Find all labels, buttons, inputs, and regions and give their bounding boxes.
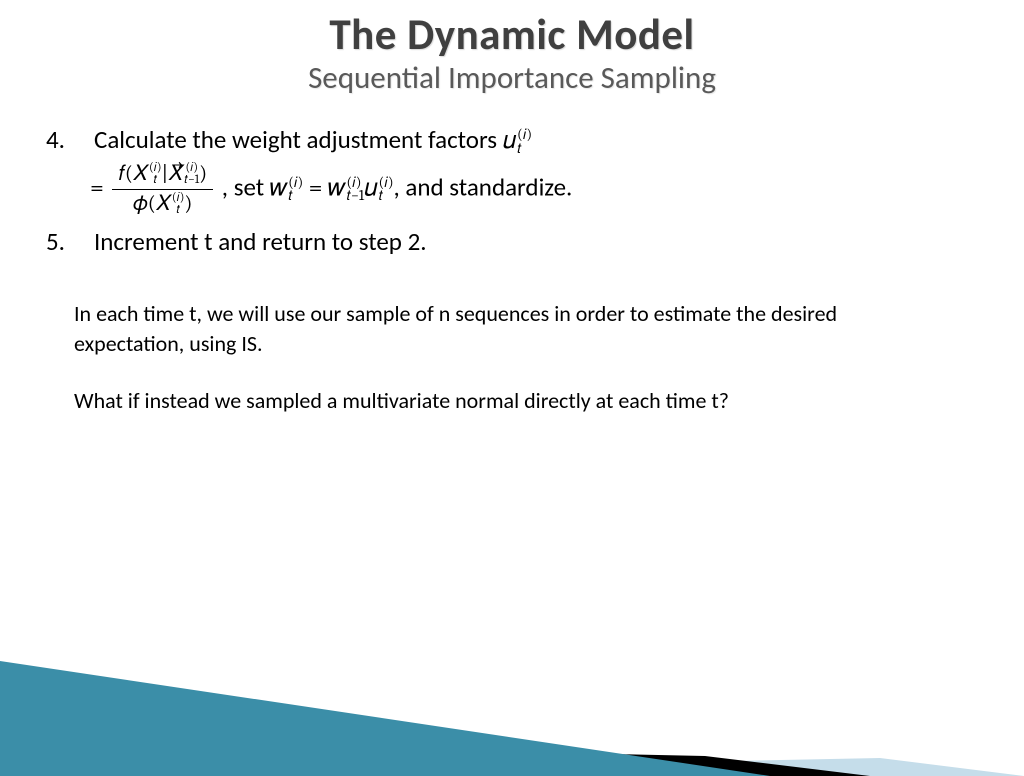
step-4-equation: = 𝑓(𝑋(𝑖)𝑡|𝑋⃗(𝑖)𝑡−1)𝜙(𝑋(𝑖)𝑡) , set 𝑤(𝑖)𝑡 … [46,162,978,217]
decorative-corner [0,576,1024,776]
eq-sign: = [303,173,328,202]
w2-sub: 𝑡−1 [346,189,364,203]
Xvec-sym: 𝑋⃗ [168,162,183,186]
step-5: 5. Increment t and return to step 2. [46,225,978,259]
tail-text: , and standardize. [393,171,572,202]
w-sym-1: 𝑤 [270,173,287,202]
step-4-text: Calculate the weight adjustment factors … [94,123,532,158]
X-sym-den: 𝑋 [156,192,171,216]
w1-sub: 𝑡 [288,189,303,203]
u-var: 𝑢 [503,126,516,155]
content-area: 4. Calculate the weight adjustment facto… [0,97,1024,416]
step-5-text: Increment t and return to step 2. [94,225,427,259]
fraction-num: 𝑓(𝑋(𝑖)𝑡|𝑋⃗(𝑖)𝑡−1) [112,162,213,190]
step-4-number: 4. [46,123,94,157]
deco-black [0,741,870,776]
f-sym: 𝑓 [118,162,125,186]
u-sub: 𝑡 [517,142,532,156]
w-sym-2: 𝑤 [328,173,345,202]
step-4: 4. Calculate the weight adjustment facto… [46,123,978,158]
eq-prefix: = [90,173,109,202]
X-sym-1: 𝑋 [133,162,148,186]
mid-text: , set [216,171,270,202]
slide-subtitle: Sequential Importance Sampling [0,59,1024,97]
phi-sym: 𝜙 [133,192,148,216]
deco-teal [0,661,770,776]
u-sym-2: 𝑢 [364,173,377,202]
fraction: 𝑓(𝑋(𝑖)𝑡|𝑋⃗(𝑖)𝑡−1)𝜙(𝑋(𝑖)𝑡) [112,162,213,217]
Xden-sub: 𝑡 [172,205,185,217]
u2-sub: 𝑡 [379,189,394,203]
paragraph-block: In each time t, we will use our sample o… [46,299,978,416]
step-4-lead: Calculate the weight adjustment factors [94,124,503,155]
step-5-number: 5. [46,225,94,259]
paragraph-2: What if instead we sampled a multivariat… [74,386,938,416]
deco-light [0,758,1024,776]
fraction-den: 𝜙(𝑋(𝑖)𝑡) [112,190,213,217]
slide-title: The Dynamic Model [0,8,1024,61]
paragraph-1: In each time t, we will use our sample o… [74,299,938,358]
X1-sub: 𝑡 [149,175,162,187]
step-4-u-term: 𝑢(𝑖)𝑡 [503,126,532,155]
X2-sub: 𝑡−1 [184,175,199,187]
